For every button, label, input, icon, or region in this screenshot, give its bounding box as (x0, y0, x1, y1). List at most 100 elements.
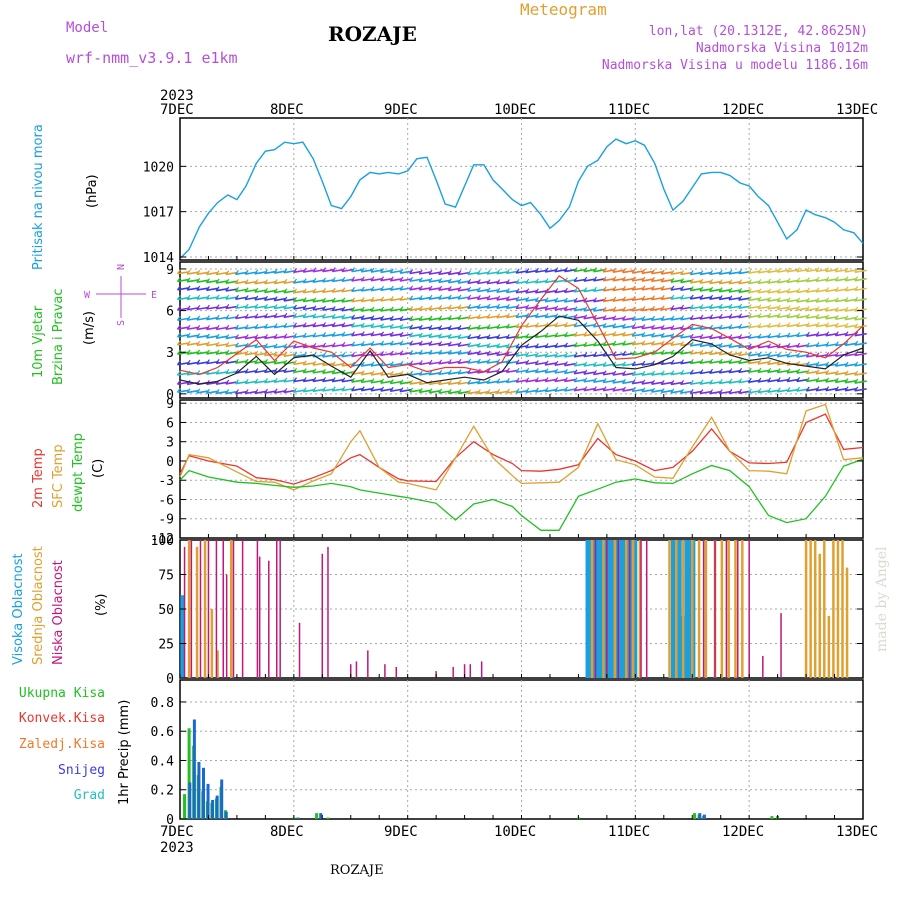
wind-barb (225, 360, 238, 364)
wind-barb (515, 333, 520, 339)
wind-barb (603, 332, 616, 337)
wind-barb (380, 324, 393, 329)
cloud-high-bar (609, 540, 614, 678)
cloud-mid-bar (813, 540, 817, 678)
footer-station: ROZAJE (330, 863, 384, 878)
precip-rain-bar (770, 816, 774, 819)
wind-barb (225, 280, 238, 285)
wind-barb (805, 267, 810, 272)
wind-barb (718, 389, 723, 394)
wind-barb (293, 361, 306, 366)
wind-barb (709, 379, 714, 385)
wind-barb (312, 299, 326, 303)
wind-barb (254, 378, 259, 384)
wind-barb (312, 313, 317, 318)
wind-barb (331, 322, 336, 327)
wind-barb (341, 287, 346, 293)
wind-barb (399, 381, 413, 385)
wind-barb (806, 323, 819, 328)
wind-barb (196, 340, 201, 346)
wind-barb (438, 390, 451, 394)
wind-barb (274, 280, 287, 285)
wind-barb (631, 276, 636, 282)
cloud-mid-bar (613, 540, 617, 678)
wind-barb (274, 344, 287, 349)
wind-barb (660, 324, 665, 330)
wind-barb (815, 352, 820, 358)
wind-barb (467, 294, 472, 300)
wind-barb (834, 314, 839, 320)
wind-barb (447, 349, 452, 355)
wind-barb (844, 387, 858, 392)
wind-barb (718, 342, 723, 348)
wind-barb (680, 341, 685, 346)
wind-barb (380, 340, 385, 346)
wind-barb (380, 370, 385, 376)
wind-barb (505, 367, 510, 373)
wind-barb (467, 360, 480, 364)
wind-barb (825, 276, 830, 282)
wind-barb (699, 314, 704, 320)
wind-barb (447, 379, 452, 385)
wind-barb (177, 389, 190, 393)
wind-barb (583, 341, 588, 347)
wind-barb (690, 390, 703, 395)
wind-barb (332, 323, 345, 328)
wind-barb (709, 334, 714, 339)
cloud-low-bar (463, 664, 466, 678)
wind-barb (612, 380, 625, 384)
wind-barb (225, 349, 230, 355)
wind-barb (631, 295, 636, 301)
wind-barb (177, 278, 190, 283)
wind-barb (438, 326, 451, 331)
wind-barb (718, 358, 723, 364)
wind-barb (360, 276, 365, 282)
wind-barb (244, 269, 249, 275)
wind-barb (177, 342, 190, 346)
wind-barb (815, 267, 820, 272)
wind-barb (689, 379, 694, 385)
wind-barb (293, 267, 298, 273)
cloud-mid-bar (187, 540, 191, 678)
wind-barb (273, 377, 278, 383)
wind-barb (283, 296, 288, 302)
wind-barb (554, 268, 567, 273)
wind-barb (448, 296, 461, 300)
wind-barb (651, 269, 656, 275)
wind-barb (844, 315, 849, 320)
wind-barb (428, 294, 433, 300)
wind-barb (234, 279, 239, 284)
wind-barb (409, 333, 422, 338)
wind-barb (854, 286, 859, 291)
wind-barb (554, 370, 567, 374)
wind-barb (477, 288, 490, 293)
wind-barb (834, 386, 839, 391)
wind-barb (515, 314, 529, 319)
wind-barb (573, 369, 578, 375)
wind-barb (689, 294, 694, 300)
wind-barb (631, 306, 636, 312)
wind-barb (680, 388, 685, 394)
cloud-mid-bar (691, 540, 694, 678)
wind-barb (573, 322, 578, 327)
wind-barb (593, 371, 606, 376)
wind-barb (651, 389, 664, 393)
wind-barb (215, 270, 220, 275)
wind-barb (303, 306, 316, 311)
wind-barb (815, 386, 820, 392)
wind-barb (544, 314, 558, 319)
wind-barb (796, 323, 809, 328)
wind-barb (457, 351, 471, 355)
wind-barb (622, 285, 626, 291)
wind-barb (380, 277, 393, 282)
wind-barb (399, 295, 404, 301)
wind-barb (341, 377, 346, 383)
wind-barb (428, 285, 433, 291)
wind-barb (399, 325, 413, 330)
wind-barb (641, 295, 646, 301)
wind-barb (196, 351, 209, 355)
wind-barb (805, 297, 810, 303)
cloud-mid-bar (668, 540, 671, 678)
y-tick-label: 25 (158, 638, 174, 653)
wind-barb (622, 323, 626, 329)
